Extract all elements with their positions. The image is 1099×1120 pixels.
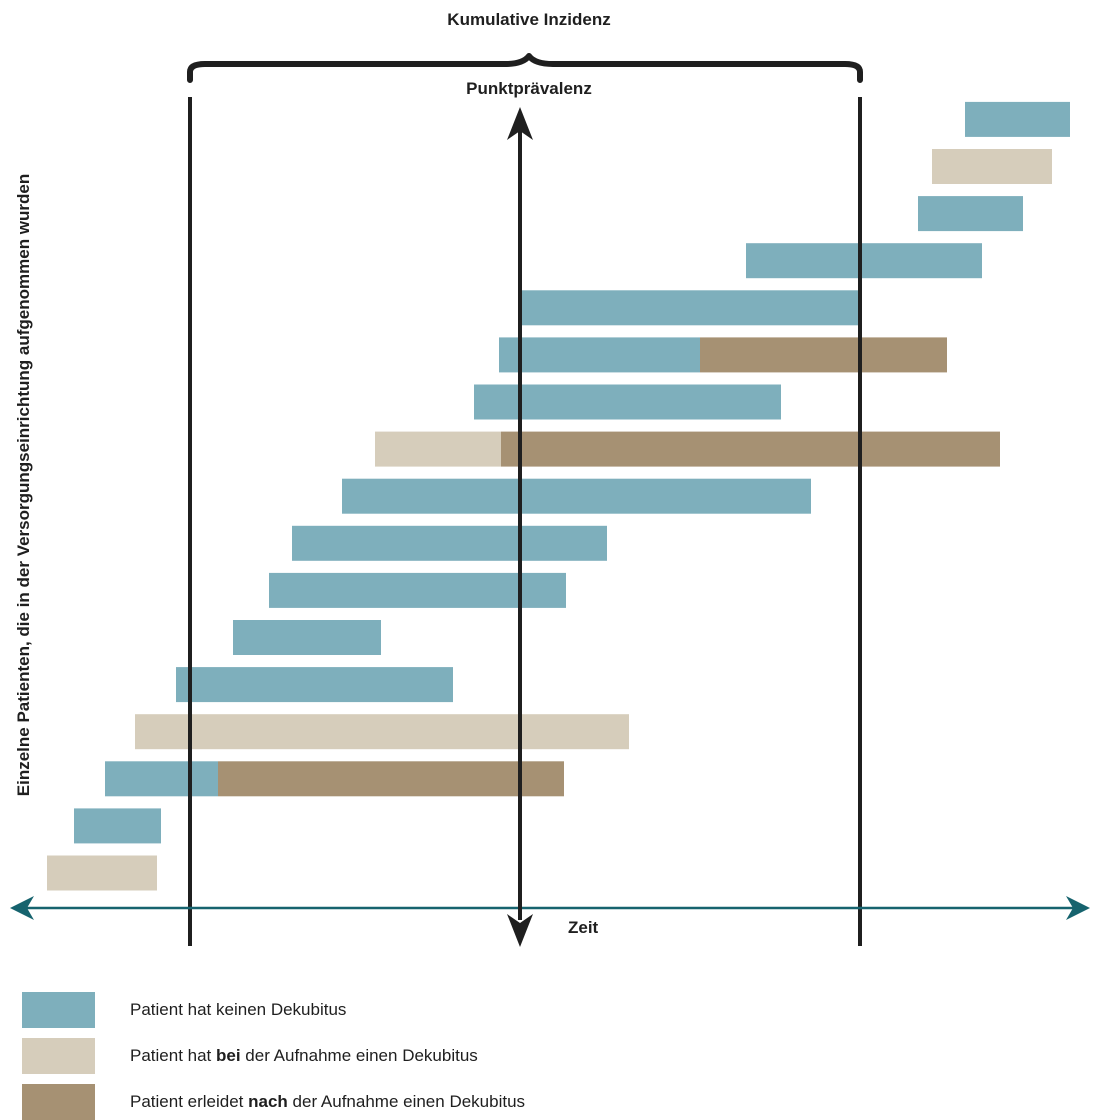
legend-label: Patient erleidet nach der Aufnahme einen… <box>130 1092 526 1111</box>
patient-bar-no-ulcer <box>918 196 1023 232</box>
point-prevalence-down-arrow <box>507 914 533 947</box>
patient-bar-no-ulcer <box>746 243 982 279</box>
patient-bar-ulcer-after-admission <box>501 431 1000 467</box>
patient-bar-no-ulcer <box>269 572 566 608</box>
patient-bar-no-ulcer <box>474 384 781 420</box>
legend-swatch <box>22 1084 95 1120</box>
patient-bars <box>47 101 1070 891</box>
patient-bar-ulcer-at-admission <box>375 431 501 467</box>
time-axis-left-arrow <box>10 896 34 920</box>
patient-bar-no-ulcer <box>105 761 218 797</box>
patient-bar-no-ulcer <box>292 525 607 561</box>
patient-bar-no-ulcer <box>233 620 381 655</box>
patient-bar-ulcer-at-admission <box>932 149 1052 184</box>
patient-bar-ulcer-after-admission <box>218 761 564 797</box>
patient-bar-no-ulcer <box>499 337 700 373</box>
patient-bar-ulcer-after-admission <box>700 337 947 373</box>
y-axis-label: Einzelne Patienten, die in der Versorgun… <box>14 173 33 797</box>
patient-bar-no-ulcer <box>342 478 811 514</box>
legend-swatch <box>22 1038 95 1074</box>
time-axis-right-arrow <box>1066 896 1090 920</box>
patient-bar-ulcer-at-admission <box>135 714 629 750</box>
patient-bar-no-ulcer <box>176 667 453 703</box>
time-axis-label: Zeit <box>568 918 599 937</box>
point-prevalence-label: Punktprävalenz <box>466 79 592 98</box>
legend-label: Patient hat bei der Aufnahme einen Dekub… <box>130 1046 478 1065</box>
legend-label: Patient hat keinen Dekubitus <box>130 1000 347 1019</box>
cumulative-incidence-brace <box>187 53 863 83</box>
point-prevalence-up-arrow <box>507 107 533 140</box>
legend-swatch <box>22 992 95 1028</box>
patient-bar-ulcer-at-admission <box>47 855 157 891</box>
patient-bar-no-ulcer <box>965 101 1070 137</box>
patient-bar-no-ulcer <box>74 808 161 844</box>
cumulative-incidence-label: Kumulative Inzidenz <box>447 10 611 29</box>
patient-bar-no-ulcer <box>519 290 858 326</box>
